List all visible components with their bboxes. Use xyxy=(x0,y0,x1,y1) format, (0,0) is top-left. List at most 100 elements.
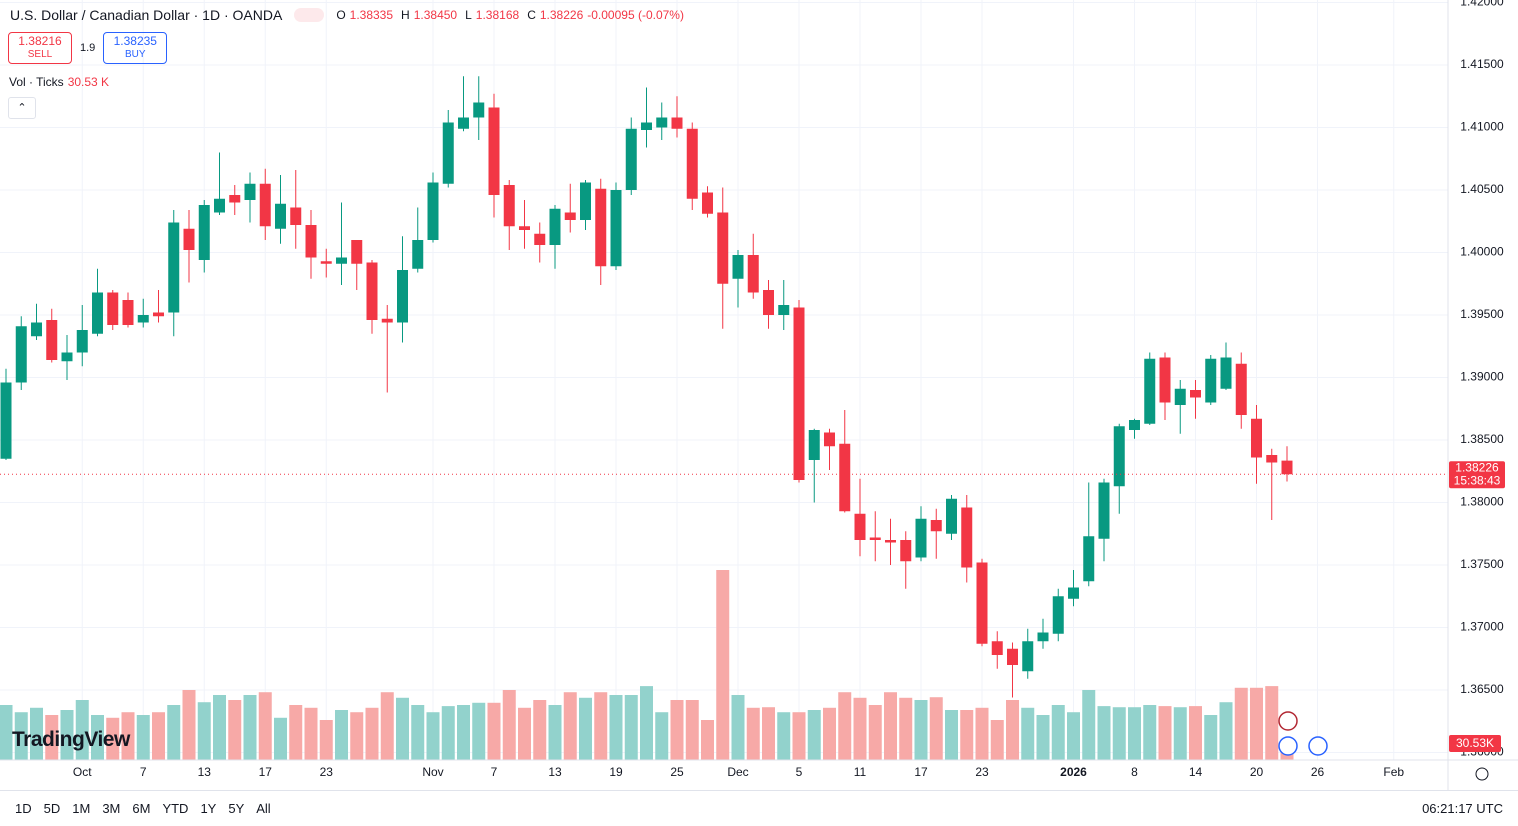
x-tick-label: 19 xyxy=(609,765,623,779)
range-button[interactable]: 1D xyxy=(15,801,32,816)
y-tick-label: 1.39500 xyxy=(1460,307,1504,321)
candle-body xyxy=(946,498,957,534)
candle-body xyxy=(107,292,119,325)
candle-body xyxy=(1281,460,1293,475)
candle-body xyxy=(1068,587,1079,599)
axes: 1.360001.365001.370001.375001.380001.385… xyxy=(0,0,1518,790)
buy-label: BUY xyxy=(125,49,146,60)
candle-body xyxy=(1220,357,1232,389)
volume-bar xyxy=(1250,687,1263,760)
volume-bar xyxy=(197,702,211,760)
candle-body xyxy=(427,182,439,240)
candle-body xyxy=(244,183,256,200)
volume-bar xyxy=(899,697,913,760)
buy-button[interactable]: 1.38235 BUY xyxy=(103,32,168,64)
candle-body xyxy=(778,305,790,315)
volume-bar xyxy=(701,720,714,760)
range-button[interactable]: 1Y xyxy=(200,801,217,816)
volume-bar xyxy=(1143,705,1157,760)
volume-bar xyxy=(14,712,28,760)
sell-price: 1.38216 xyxy=(18,34,62,48)
candle-body xyxy=(519,226,530,230)
volume-bar xyxy=(472,702,486,760)
volume-bar xyxy=(487,702,501,760)
y-tick-label: 1.40500 xyxy=(1460,182,1504,196)
price-badge xyxy=(1449,461,1505,489)
candle-body xyxy=(976,562,988,644)
y-tick-label: 1.41000 xyxy=(1460,120,1504,134)
candle-body xyxy=(580,182,591,220)
logo: TradingView xyxy=(12,728,130,751)
status-badge xyxy=(294,8,325,22)
volume-bar xyxy=(441,706,455,760)
candle-body xyxy=(656,117,668,128)
volume-bar xyxy=(1021,707,1035,760)
sell-button[interactable]: 1.38216 SELL xyxy=(8,32,72,64)
candle-body xyxy=(747,255,759,293)
volume-bar xyxy=(365,707,379,760)
volume-bar xyxy=(1219,702,1233,760)
volume-bar xyxy=(1234,687,1248,760)
x-tick-label: 11 xyxy=(854,765,867,779)
x-tick-label: 14 xyxy=(1189,765,1203,779)
candle-body xyxy=(869,537,881,540)
y-tick-label: 1.38500 xyxy=(1460,432,1504,446)
countdown: 15:38:43 xyxy=(1454,473,1501,487)
volume-bar xyxy=(838,692,852,760)
symbol-title[interactable]: U.S. Dollar / Canadian Dollar · 1D · OAN… xyxy=(10,7,283,23)
volume-bar xyxy=(1128,707,1141,760)
candle-body xyxy=(336,257,347,264)
volume-bar xyxy=(426,712,440,760)
volume-bar xyxy=(640,686,653,760)
candle-body xyxy=(885,540,896,543)
candle-body xyxy=(198,205,210,260)
candle-body xyxy=(1037,632,1049,642)
candle-body xyxy=(229,195,241,203)
y-tick-label: 1.36500 xyxy=(1460,682,1504,696)
ohlc-letter: C xyxy=(527,8,536,22)
volume-bar xyxy=(75,700,89,760)
volume-bar xyxy=(579,697,592,760)
volume-bar xyxy=(868,705,882,760)
collapse-button[interactable]: ⌃ xyxy=(8,97,36,119)
volume-bar xyxy=(91,715,104,760)
candle-body xyxy=(31,322,42,337)
ohlc-letter: L xyxy=(465,8,472,22)
candle-body xyxy=(671,117,683,129)
spread: 1.9 xyxy=(80,42,96,54)
candle-body xyxy=(1022,641,1034,672)
range-button[interactable]: All xyxy=(256,801,271,816)
buy-price: 1.38235 xyxy=(113,34,157,48)
volume-bar xyxy=(396,697,409,760)
volume-bar xyxy=(1173,707,1187,760)
volume-legend: Vol · Ticks 30.53 K xyxy=(9,75,109,89)
volume-bar xyxy=(960,710,974,760)
range-button[interactable]: YTD xyxy=(162,801,189,816)
candles xyxy=(0,76,1293,698)
event-icon xyxy=(1278,711,1298,731)
candle-body xyxy=(153,312,164,317)
candle-body xyxy=(503,185,515,227)
range-button[interactable]: 5D xyxy=(43,801,61,816)
candle-body xyxy=(534,233,546,245)
candle-body xyxy=(1190,390,1201,398)
range-button[interactable]: 3M xyxy=(102,801,121,816)
clock: 06:21:17 UTC xyxy=(1422,801,1503,816)
ohlc-value: 1.38450 xyxy=(413,8,458,22)
candle-body xyxy=(351,240,363,264)
range-button[interactable]: 6M xyxy=(132,801,151,816)
range-button[interactable]: 5Y xyxy=(228,801,245,816)
candle-body xyxy=(854,513,866,540)
candle-body xyxy=(549,208,561,245)
volume-bar xyxy=(304,707,318,760)
trade-panel: 1.38216 SELL 1.9 1.38235 BUY xyxy=(8,32,168,64)
range-button[interactable]: 1M xyxy=(72,801,91,816)
candle-body xyxy=(610,190,622,267)
candle-body xyxy=(458,117,469,129)
candle-body xyxy=(1144,358,1156,424)
volume-bar xyxy=(502,690,516,760)
candle-body xyxy=(732,255,744,279)
candle-body xyxy=(808,430,820,460)
volume-pane xyxy=(0,570,1294,760)
